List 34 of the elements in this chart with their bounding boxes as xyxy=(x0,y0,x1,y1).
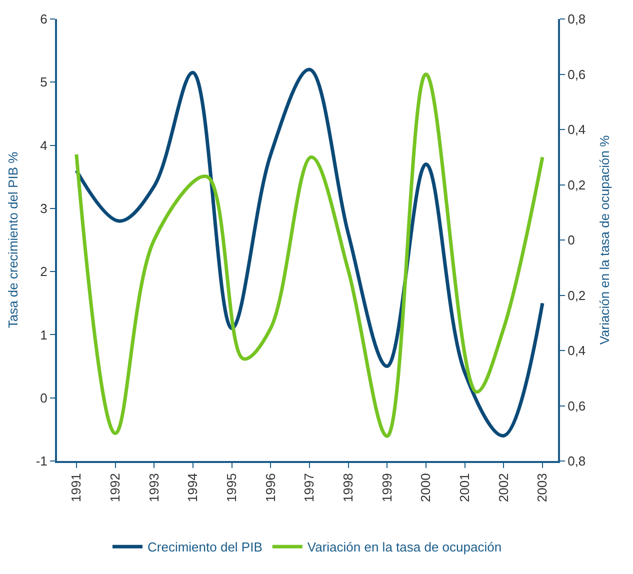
legend-label: Variación en la tasa de ocupación xyxy=(307,540,502,555)
x-tick-label: 2001 xyxy=(457,473,472,502)
y2-tick-label: 0,8 xyxy=(568,454,586,469)
x-tick-label: 2003 xyxy=(534,473,550,502)
x-tick-label: 1996 xyxy=(262,473,278,502)
x-tick-label: 1994 xyxy=(185,473,200,502)
y2-tick-label: 0,4 xyxy=(568,122,586,138)
x-tick-label: 1995 xyxy=(224,473,239,502)
x-tick-label: 1992 xyxy=(107,473,122,502)
y-tick-label: 6 xyxy=(40,12,48,27)
y2-axis-title: Variación en la tasa de ocupación % xyxy=(596,134,612,345)
y-tick-label: 4 xyxy=(40,138,48,153)
y-tick-label: 5 xyxy=(40,74,48,90)
x-tick-label: 2000 xyxy=(418,473,434,502)
x-tick-label: 2002 xyxy=(496,473,511,502)
y-tick-label: -1 xyxy=(36,454,48,469)
y2-tick-label: 0,8 xyxy=(568,12,586,27)
y2-tick-label: 0,6 xyxy=(568,398,586,414)
y2-tick-label: 0,6 xyxy=(568,66,586,82)
y2-tick-label: 0 xyxy=(568,232,575,248)
x-tick-label: 1999 xyxy=(379,473,394,502)
y2-tick-label: 0,2 xyxy=(568,177,586,192)
y-axis-title: Tasa de crecimiento del PIB % xyxy=(5,151,20,328)
x-tick-label: 1997 xyxy=(302,473,317,502)
y-tick-label: 0 xyxy=(40,390,48,406)
y-tick-label: 3 xyxy=(40,200,48,216)
x-tick-label: 1991 xyxy=(68,473,84,502)
x-tick-label: 1993 xyxy=(146,473,162,502)
y-tick-label: 1 xyxy=(40,327,48,342)
legend-label: Crecimiento del PIB xyxy=(148,540,262,555)
y-tick-label: 2 xyxy=(40,264,48,280)
y2-tick-label: 0,2 xyxy=(568,288,586,303)
y2-tick-label: 0,4 xyxy=(568,343,586,358)
x-tick-label: 1998 xyxy=(340,473,356,502)
